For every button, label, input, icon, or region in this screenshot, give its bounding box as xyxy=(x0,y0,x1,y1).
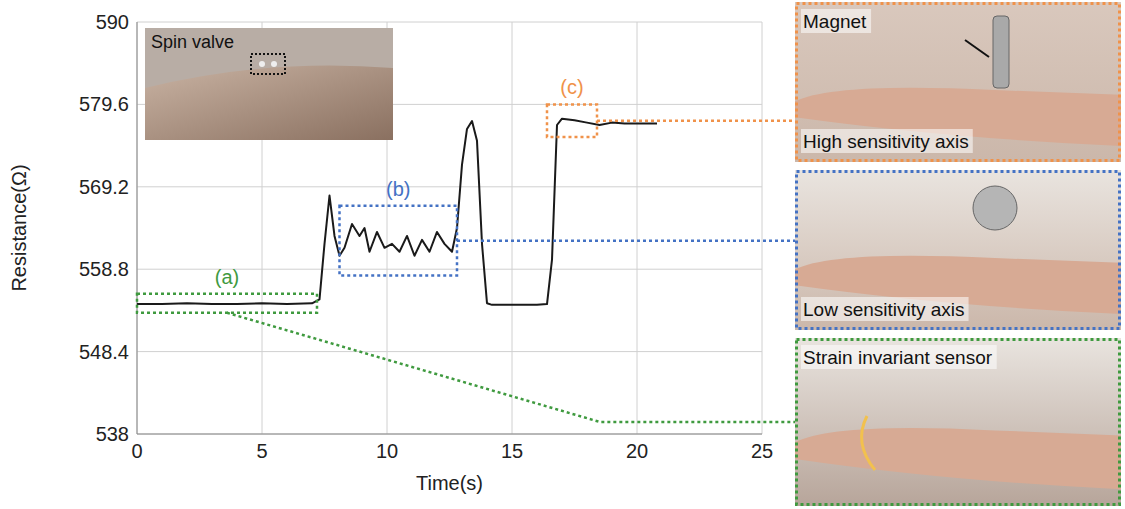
sensor-dot xyxy=(271,61,277,67)
x-tick-label: 5 xyxy=(256,440,267,462)
magnet xyxy=(993,16,1009,88)
finger xyxy=(145,66,393,141)
annotations xyxy=(137,104,597,312)
panel-frame xyxy=(797,172,1120,329)
y-tick-label: 558.8 xyxy=(79,258,129,280)
y-tick-label: 569.2 xyxy=(79,176,129,198)
panel-frame xyxy=(797,4,1120,161)
grid-line-x xyxy=(637,22,638,434)
label-patch xyxy=(801,297,969,321)
arrow xyxy=(965,40,989,57)
panel-label: Strain invariant sensor xyxy=(803,347,993,368)
bend-arrow xyxy=(862,416,875,470)
x-tick-label: 0 xyxy=(131,440,142,462)
x-tick-label: 10 xyxy=(376,440,398,462)
grid-line-y xyxy=(137,434,762,435)
inset-photo xyxy=(145,28,393,140)
magnet xyxy=(973,186,1017,230)
sensor-dot xyxy=(259,61,265,67)
label-patch xyxy=(801,345,997,369)
annotation-label: (c) xyxy=(560,76,583,98)
grid-line-y xyxy=(137,22,762,23)
connector xyxy=(457,239,795,242)
y-axis-title: Resistance(Ω) xyxy=(8,164,30,291)
grid-line-x xyxy=(762,22,763,434)
resistance-line xyxy=(137,119,657,305)
grid-line-y xyxy=(137,351,762,352)
panel-photo xyxy=(795,338,1121,506)
panel-label: Magnet xyxy=(803,11,867,32)
grid xyxy=(137,22,762,434)
x-axis xyxy=(137,434,762,435)
finger xyxy=(795,428,1121,489)
y-tick-label: 590 xyxy=(96,11,129,33)
y-axis xyxy=(137,22,138,434)
annotation-label: (a) xyxy=(215,266,239,288)
connector xyxy=(227,313,795,422)
grid-line-y xyxy=(137,186,762,187)
sensor-box xyxy=(251,54,285,74)
grid-line-x xyxy=(137,22,138,434)
label-patch xyxy=(801,9,871,33)
panel-photo xyxy=(795,2,1121,162)
inset-label: Spin valve xyxy=(151,32,234,52)
x-axis-title: Time(s) xyxy=(416,472,483,494)
figure: 538 548.4 558.8 569.2 579.6 590 0 5 10 15 20 25 Time… xyxy=(0,0,1125,509)
x-tick-label: 20 xyxy=(626,440,648,462)
x-tick-label: 15 xyxy=(501,440,523,462)
label-patch xyxy=(801,129,973,153)
connector xyxy=(597,119,795,122)
x-tick-label: 25 xyxy=(751,440,773,462)
annotation-box xyxy=(137,294,317,313)
grid-line-x xyxy=(512,22,513,434)
annotation-box xyxy=(547,104,597,136)
panel-photo xyxy=(795,170,1121,330)
annotation-box xyxy=(340,206,458,276)
panel-label: Low sensitivity axis xyxy=(803,299,965,320)
y-tick-label: 548.4 xyxy=(79,341,129,363)
panel-label: High sensitivity axis xyxy=(803,131,969,152)
annotation-label: (b) xyxy=(386,178,410,200)
y-tick-label: 538 xyxy=(96,423,129,445)
y-tick-label: 579.6 xyxy=(79,93,129,115)
plot-area xyxy=(137,119,657,305)
panel-frame xyxy=(797,340,1120,505)
